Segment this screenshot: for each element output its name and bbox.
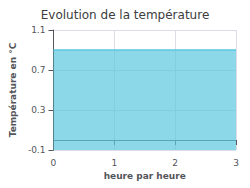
svg-text:0.7: 0.7 xyxy=(31,65,45,75)
svg-text:1.1: 1.1 xyxy=(31,25,45,35)
svg-text:Evolution de la température: Evolution de la température xyxy=(41,8,210,22)
svg-text:1: 1 xyxy=(111,158,117,168)
svg-text:0.3: 0.3 xyxy=(31,105,45,115)
svg-text:0: 0 xyxy=(51,158,57,168)
svg-text:Température en °C: Température en °C xyxy=(8,42,18,137)
svg-text:-0.1: -0.1 xyxy=(28,145,46,155)
svg-text:heure par heure: heure par heure xyxy=(104,171,186,181)
svg-text:3: 3 xyxy=(233,158,239,168)
svg-text:2: 2 xyxy=(172,158,178,168)
